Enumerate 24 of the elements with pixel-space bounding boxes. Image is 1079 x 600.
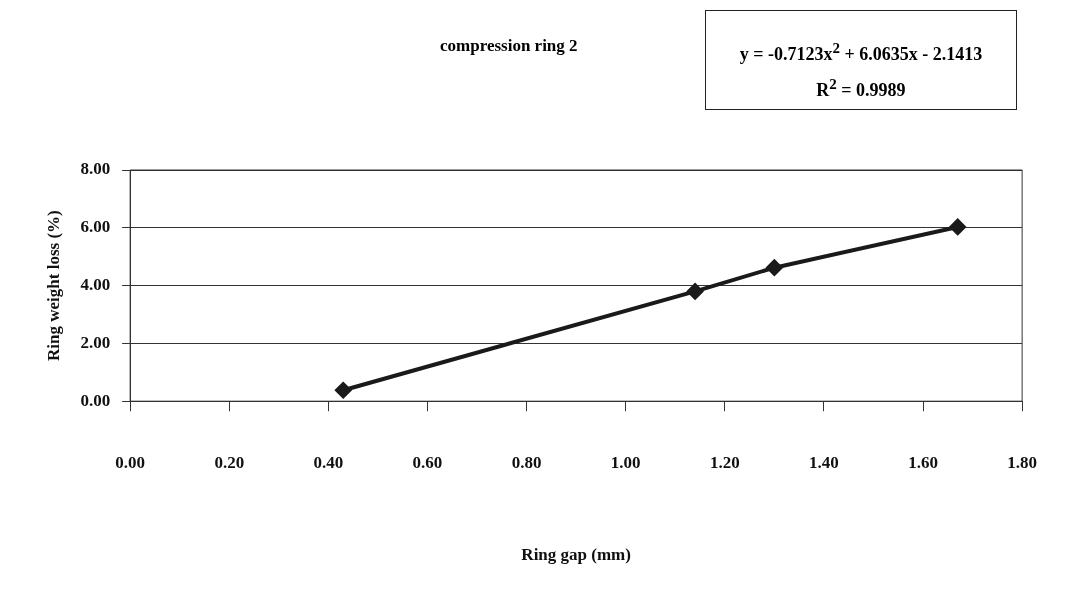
point (766, 259, 783, 276)
x-tick-label: 0.80 (511, 452, 542, 472)
x-tick-label: 1.40 (809, 452, 839, 472)
x-tick-label: 0.00 (115, 452, 146, 472)
text: y = -0.7123x$^{2}$ + 6.0635x - 2.1413 (738, 39, 984, 66)
x-tick-label: 1.00 (610, 452, 641, 472)
point (949, 218, 966, 235)
y-tick-label: 2.00 (80, 332, 111, 352)
x-tick-label: 1.60 (908, 452, 938, 472)
point (687, 283, 704, 300)
x-tick-label: 1.20 (709, 452, 740, 472)
x-axis-title: Ring gap (mm) (521, 545, 631, 565)
point (335, 382, 352, 399)
text: R$^{2}$ = 0.9989 (815, 75, 907, 102)
x-tick-label: 0.60 (412, 452, 443, 472)
y-tick-label: 0.00 (80, 390, 111, 410)
y-tick-label: 6.00 (80, 217, 111, 237)
y-tick-label: 8.00 (80, 159, 111, 179)
x-tick-label: 0.20 (214, 452, 245, 472)
chart-title: compression ring 2 (440, 36, 578, 56)
y-tick-label: 4.00 (80, 274, 111, 294)
x-tick-label: 1.80 (1007, 452, 1037, 472)
x-tick-label: 0.40 (313, 452, 344, 472)
y-axis-title: Ring weight loss (%) (43, 210, 63, 361)
